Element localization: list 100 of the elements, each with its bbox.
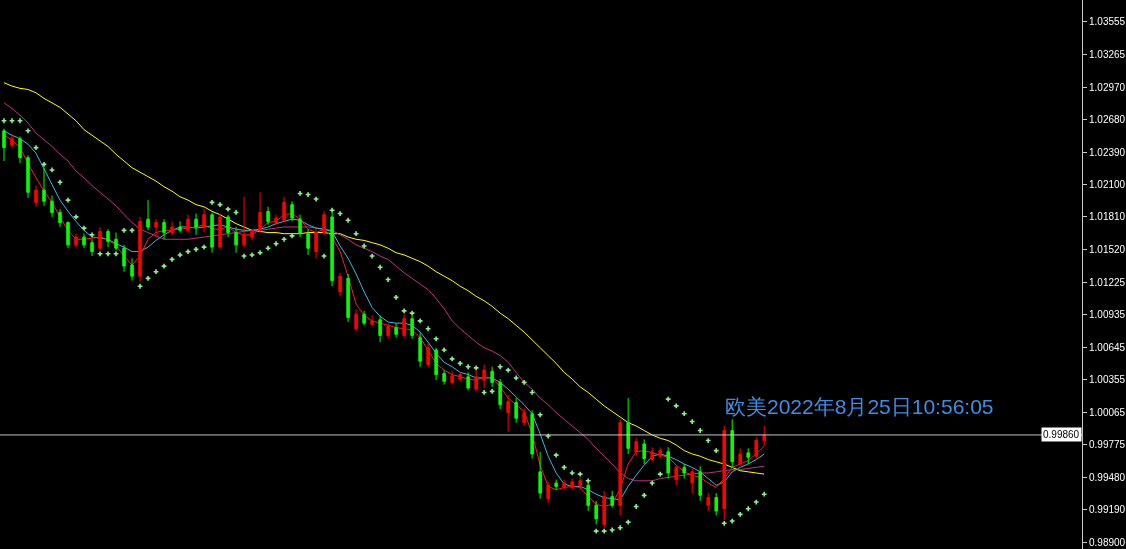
candlestick bbox=[434, 347, 438, 381]
candlestick bbox=[674, 464, 678, 486]
candlestick bbox=[442, 369, 446, 386]
candlestick bbox=[370, 314, 374, 326]
candlestick bbox=[282, 196, 286, 224]
y-tick-label: 1.01225 bbox=[1089, 276, 1126, 288]
candlestick bbox=[634, 437, 638, 457]
candlestick bbox=[498, 378, 502, 410]
candlestick bbox=[114, 232, 118, 251]
candlestick bbox=[610, 490, 614, 509]
candlestick bbox=[618, 418, 622, 516]
candlestick bbox=[642, 438, 646, 465]
candlestick bbox=[682, 463, 686, 480]
candlestick bbox=[754, 436, 758, 459]
candlestick bbox=[122, 244, 126, 273]
candlestick bbox=[490, 366, 494, 388]
y-tick-label: 1.03265 bbox=[1089, 48, 1126, 60]
candlestick bbox=[346, 273, 350, 323]
y-tick-label: 1.02970 bbox=[1089, 81, 1126, 93]
candlestick bbox=[418, 332, 422, 368]
candlestick bbox=[266, 206, 270, 226]
candlestick bbox=[162, 218, 166, 240]
candlestick bbox=[602, 490, 606, 529]
candlestick bbox=[154, 218, 158, 238]
annotation: 欧美2022年8月25日10:56:05 bbox=[725, 395, 994, 418]
y-tick-label: 0.99480 bbox=[1089, 471, 1126, 483]
candlestick bbox=[426, 342, 430, 368]
candlestick bbox=[298, 214, 302, 238]
candlestick bbox=[306, 228, 310, 256]
y-tick-label: 1.01520 bbox=[1089, 243, 1126, 255]
candlestick bbox=[178, 220, 182, 234]
candlestick bbox=[66, 220, 70, 249]
candlestick bbox=[482, 364, 486, 389]
candlestick bbox=[290, 200, 294, 222]
candlestick bbox=[338, 272, 342, 297]
candlestick bbox=[562, 479, 566, 491]
candlestick bbox=[698, 465, 702, 502]
candlestick bbox=[34, 185, 38, 208]
candlestick bbox=[730, 418, 734, 468]
candlestick bbox=[138, 216, 142, 283]
candlestick bbox=[274, 214, 278, 226]
candlestick bbox=[594, 500, 598, 525]
candlestick bbox=[50, 195, 54, 218]
candlestick bbox=[354, 309, 358, 332]
candlestick bbox=[10, 133, 14, 149]
candlestick bbox=[106, 228, 110, 248]
candlestick bbox=[506, 394, 510, 433]
candlestick bbox=[386, 322, 390, 340]
candlestick bbox=[226, 214, 230, 238]
candlestick bbox=[538, 451, 542, 500]
candlestick bbox=[738, 447, 742, 466]
y-tick-label: 1.02680 bbox=[1089, 114, 1126, 126]
candlestick bbox=[514, 397, 518, 424]
candlestick bbox=[202, 208, 206, 234]
candlestick bbox=[690, 466, 694, 494]
ref-line-label: 0.99860 bbox=[1043, 429, 1080, 440]
candlestick bbox=[522, 407, 526, 427]
candlestick bbox=[250, 228, 254, 241]
candlestick bbox=[722, 425, 726, 521]
candlestick bbox=[378, 314, 382, 343]
candlestick bbox=[530, 409, 534, 459]
candlestick bbox=[242, 196, 246, 248]
candlestick bbox=[394, 322, 398, 339]
candlestick bbox=[458, 371, 462, 382]
candlestick bbox=[546, 481, 550, 504]
candlestick bbox=[210, 211, 214, 254]
candlestick bbox=[74, 233, 78, 248]
y-tick-label: 1.00065 bbox=[1089, 406, 1126, 418]
y-tick-label: 1.00645 bbox=[1089, 341, 1126, 353]
candlestick bbox=[98, 226, 102, 251]
candlestick bbox=[186, 214, 190, 234]
candlestick bbox=[90, 238, 94, 257]
candlestick bbox=[322, 210, 326, 236]
candlestick bbox=[666, 446, 670, 480]
candlestick bbox=[626, 397, 630, 455]
y-tick-label: 1.02100 bbox=[1089, 178, 1126, 190]
candlestick bbox=[58, 208, 62, 228]
candlestick bbox=[450, 370, 454, 386]
y-tick-label: 0.98900 bbox=[1089, 536, 1126, 548]
candlestick bbox=[658, 446, 662, 459]
candlestick bbox=[130, 257, 134, 282]
candlestick bbox=[362, 310, 366, 326]
candlestick bbox=[258, 191, 262, 234]
candlestick bbox=[194, 213, 198, 236]
y-tick-label: 1.00355 bbox=[1089, 374, 1126, 386]
candlestick bbox=[314, 228, 318, 259]
candlestick bbox=[26, 154, 30, 199]
candlestick bbox=[554, 479, 558, 491]
candlestick bbox=[402, 313, 406, 339]
y-tick-label: 0.99190 bbox=[1089, 504, 1126, 516]
candlestick bbox=[218, 213, 222, 249]
candlestick bbox=[466, 371, 470, 391]
y-tick-label: 1.00935 bbox=[1089, 309, 1126, 321]
candlestick bbox=[18, 135, 22, 164]
candlestick bbox=[170, 220, 174, 236]
candlestick bbox=[714, 492, 718, 516]
y-tick-label: 0.99775 bbox=[1089, 438, 1126, 450]
candlestick bbox=[570, 478, 574, 491]
candlestick bbox=[762, 425, 766, 447]
candlestick bbox=[746, 447, 750, 465]
